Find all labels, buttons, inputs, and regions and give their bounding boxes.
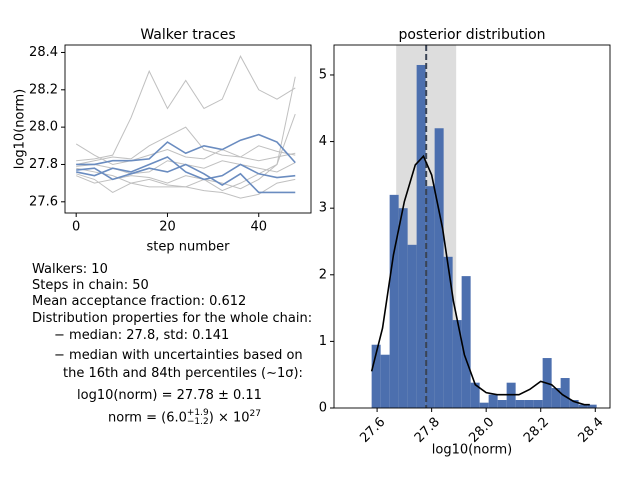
summary-line: Distribution properties for the whole ch…	[32, 311, 313, 326]
summary-line: − median with uncertainties based on	[54, 348, 303, 363]
summary-line: log10(norm) = 27.78 ± 0.11	[77, 388, 262, 403]
axes-frame	[64, 44, 312, 214]
y-axis-label: log10(norm)	[13, 89, 28, 169]
y-tick-label: 3	[319, 201, 327, 216]
summary-line: − median: 27.8, std: 0.141	[54, 328, 230, 343]
y-tick-label: 0	[319, 401, 327, 416]
walker-trace	[76, 126, 296, 165]
hist-bar	[425, 186, 435, 408]
summary-line: Mean acceptance fraction: 0.612	[32, 294, 247, 309]
x-tick-label: 28.4	[575, 415, 606, 446]
walker-trace	[76, 163, 296, 194]
eq-sup: +1.9	[186, 407, 209, 418]
y-tick-label: 27.6	[29, 194, 58, 209]
hist-bar	[443, 256, 453, 408]
hist-bar	[434, 128, 444, 408]
norm-equation: norm = (6.0+1.9 −1.2) × 1027	[108, 406, 261, 427]
x-tick-label: 0	[72, 220, 80, 235]
walker-trace	[76, 133, 296, 166]
hist-bar	[578, 404, 588, 408]
x-tick-label: 40	[250, 220, 267, 235]
x-tick-label: 27.8	[412, 415, 443, 446]
axes-frame	[333, 44, 611, 409]
y-tick-label: 28.2	[29, 82, 58, 97]
hist-bar	[470, 382, 480, 408]
hist-bar	[587, 404, 597, 408]
hist-bar	[452, 320, 462, 408]
hist-bar	[488, 394, 498, 408]
hist-bar	[461, 276, 471, 408]
y-tick-label: 4	[319, 134, 327, 149]
hist-bar	[515, 400, 525, 408]
hist-bar	[533, 400, 543, 408]
hist-bar	[380, 354, 390, 408]
hist-bar	[497, 400, 507, 408]
hist-bar	[569, 400, 579, 408]
hist-bar	[371, 344, 381, 408]
y-tick-label: 27.8	[29, 157, 58, 172]
hist-bar	[560, 378, 570, 408]
y-tick-label: 28.0	[29, 120, 58, 135]
x-axis-label: log10(norm)	[432, 443, 512, 458]
y-tick-label: 28.4	[29, 45, 58, 60]
x-tick-label: 28.2	[521, 415, 552, 446]
eq-part: norm = (6.0	[108, 410, 187, 426]
y-tick-label: 1	[319, 334, 327, 349]
x-tick-label: 20	[159, 220, 176, 235]
chart-title: posterior distribution	[398, 27, 545, 43]
x-axis-label: step number	[147, 240, 231, 255]
hist-bar	[524, 400, 534, 408]
hist-bar	[551, 388, 561, 408]
hist-bar	[389, 194, 399, 408]
hist-bar	[407, 244, 417, 408]
walker-trace	[76, 55, 296, 162]
hist-bar	[416, 64, 426, 408]
walker-trace	[76, 167, 296, 199]
y-tick-label: 2	[319, 267, 327, 282]
kde-curve	[370, 154, 590, 406]
walker-trace	[76, 156, 296, 181]
x-tick-label: 28.0	[466, 415, 497, 446]
hist-bar	[479, 402, 489, 408]
eq-exp: 27	[249, 409, 261, 419]
chart-title: Walker traces	[140, 27, 235, 43]
x-tick-label: 27.6	[357, 415, 388, 446]
summary-line: Walkers: 10	[32, 262, 108, 277]
summary-line: the 16th and 84th percentiles (∼1σ):	[63, 366, 303, 381]
eq-part: ) × 10	[208, 410, 250, 426]
y-tick-label: 5	[319, 67, 327, 82]
walker-trace	[75, 143, 296, 165]
eq-sub: −1.2	[186, 416, 209, 427]
eq-limits: +1.9 −1.2	[186, 407, 209, 427]
hist-bar	[398, 208, 408, 408]
summary-line: Steps in chain: 50	[32, 278, 149, 293]
